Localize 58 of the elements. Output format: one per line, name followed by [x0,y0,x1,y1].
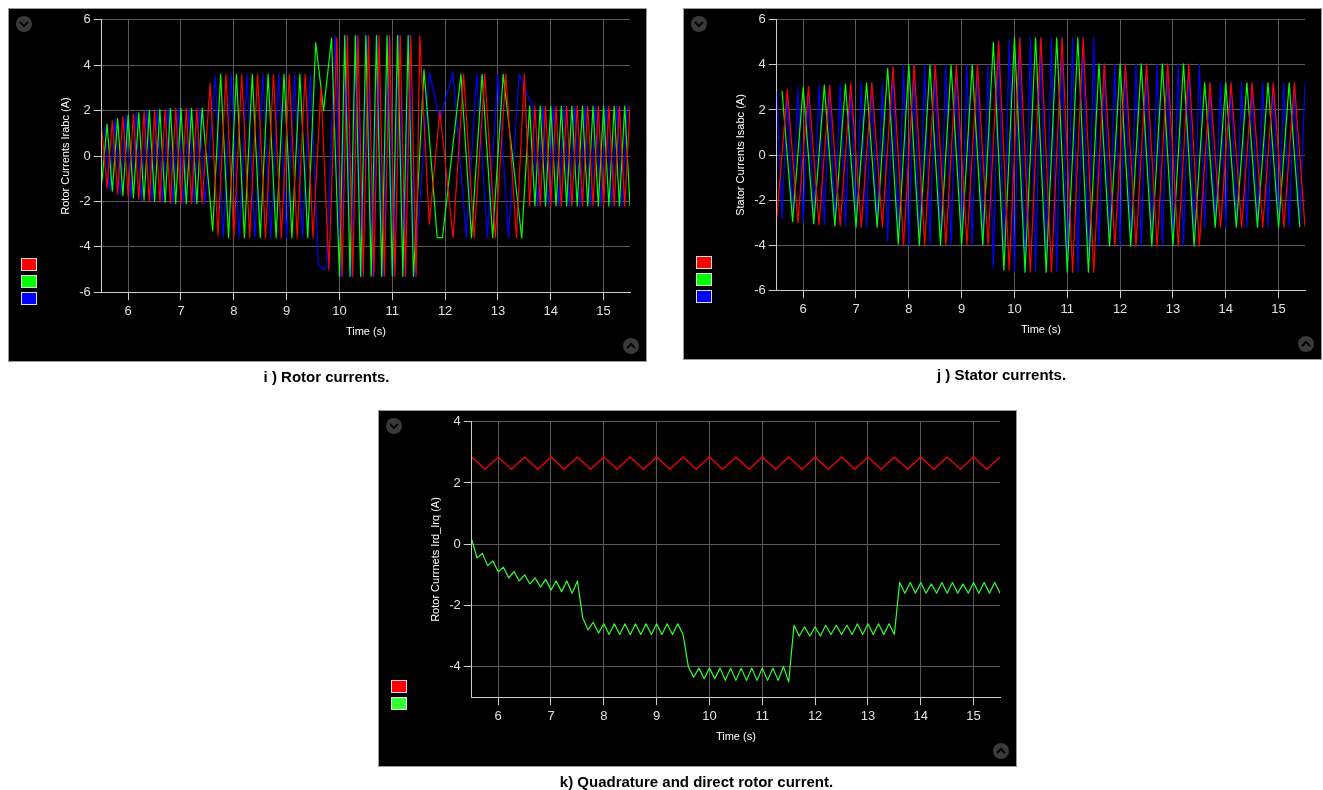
x-tick-label: 11 [1060,300,1075,316]
y-tick-label: 6 [758,11,766,27]
y-tick-label: 2 [758,101,766,117]
x-tick-label: 12 [437,302,453,318]
x-tick-label: 15 [1271,300,1286,316]
x-tick-label: 6 [124,302,132,318]
x-tick-label: 6 [494,707,502,723]
x-tick-label: 14 [543,302,558,318]
y-tick-label: 6 [83,11,91,27]
x-tick-label: 10 [702,707,717,723]
x-tick-label: 13 [1165,300,1181,316]
x-tick-label: 13 [860,707,876,723]
x-tick-label: 11 [755,707,770,723]
x-tick-label: 12 [1112,300,1128,316]
y-axis-title: Stator Currents Isabc (A) [733,94,746,216]
y-tick-label: -6 [754,281,766,297]
x-tick-label: 8 [230,302,238,318]
y-tick-label: -4 [754,236,766,252]
text: k) Quadrature and direct rotor current. [558,773,835,790]
y-tick-label: 2 [83,102,91,118]
text: j ) Stator currents. [935,366,1068,383]
x-tick-label: 9 [653,707,661,723]
x-tick-label: 11 [385,302,400,318]
y-tick-label: 2 [453,474,461,490]
text: i ) Rotor currents. [262,368,391,385]
x-tick-label: 12 [807,707,823,723]
x-tick-label: 13 [490,302,506,318]
y-tick-label: -4 [449,658,461,674]
x-tick-label: 9 [958,300,966,316]
x-tick-label: 10 [332,302,347,318]
x-tick-label: 14 [1218,300,1233,316]
y-tick-label: 0 [453,535,461,551]
y-axis-title: Rotor Currents Irabc (A) [58,97,71,215]
x-axis-title: Time (s) [715,730,756,743]
y-tick-label: -2 [449,596,461,612]
x-tick-label: 10 [1007,300,1022,316]
y-tick-label: 0 [758,146,766,162]
y-tick-label: -2 [79,192,91,208]
x-tick-label: 6 [799,300,807,316]
x-tick-label: 7 [547,707,555,723]
y-tick-label: -4 [79,238,91,254]
y-axis-title: Rotor Currnets Ird_Irq (A) [428,497,441,622]
x-tick-label: 15 [596,302,611,318]
y-tick-label: 4 [758,56,766,72]
x-tick-label: 8 [600,707,608,723]
x-tick-label: 8 [905,300,913,316]
x-axis-title: Time (s) [1020,323,1061,336]
y-tick-label: -2 [754,191,766,207]
y-tick-label: 0 [83,147,91,163]
x-tick-label: 14 [913,707,928,723]
x-tick-label: 7 [177,302,185,318]
x-tick-label: 9 [283,302,291,318]
y-tick-label: 4 [453,413,461,429]
x-tick-label: 15 [966,707,981,723]
x-axis-title: Time (s) [345,325,386,338]
y-tick-label: 4 [83,56,91,72]
x-tick-label: 7 [852,300,860,316]
y-tick-label: -6 [79,283,91,299]
